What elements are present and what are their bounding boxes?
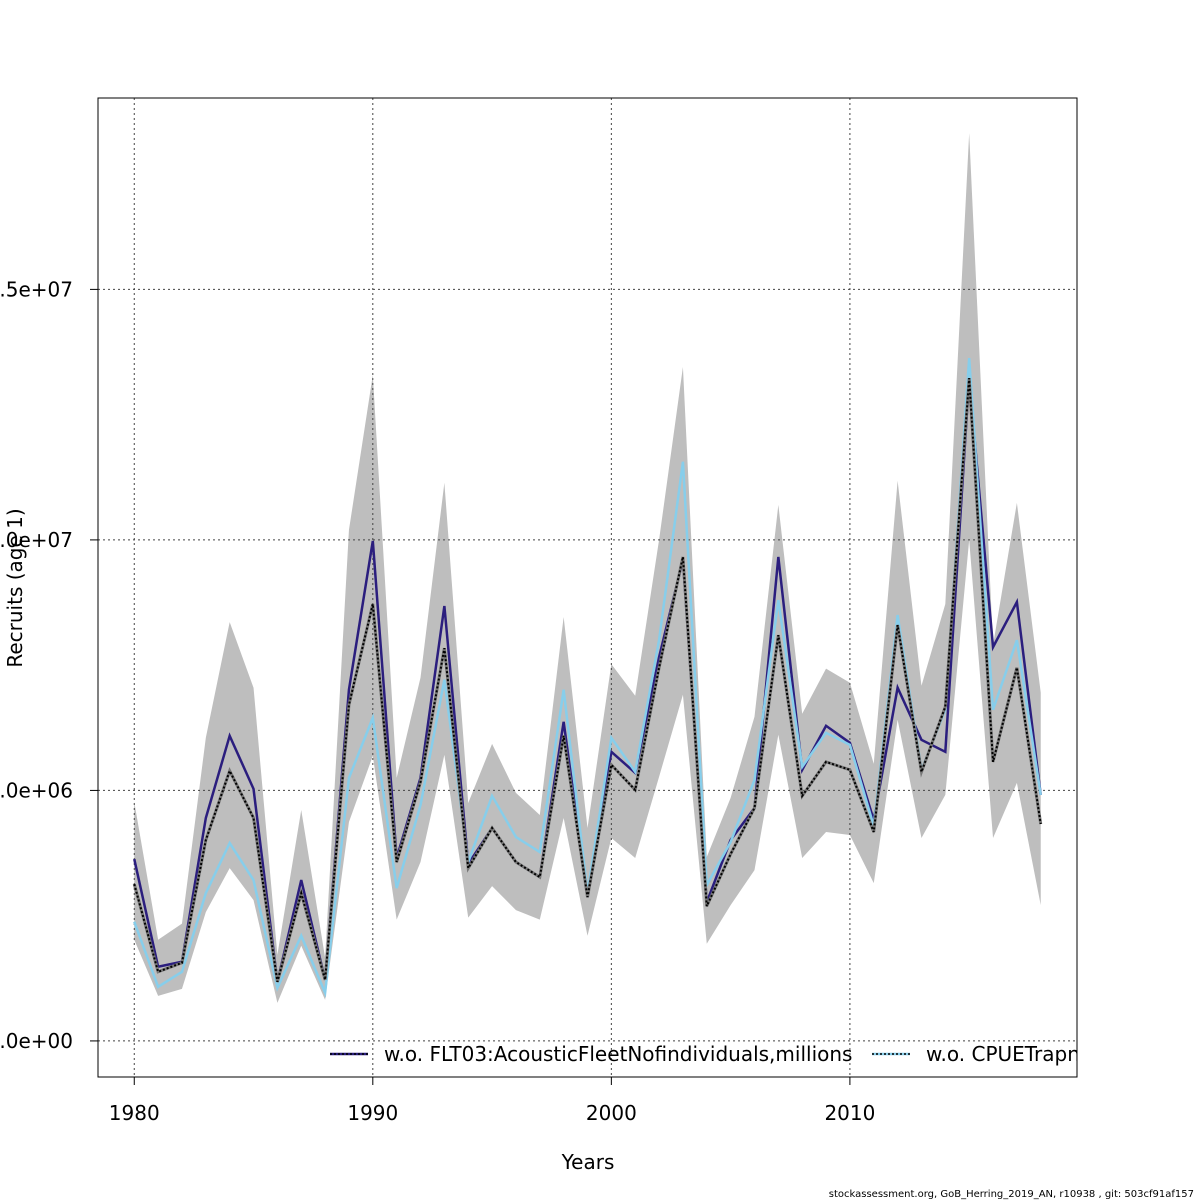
y-tick-label: 1.5e+07	[0, 277, 73, 301]
x-axis-label: Years	[561, 1150, 615, 1174]
legend-label: w.o. FLT03:AcousticFleetNofindividuals,m…	[384, 1042, 852, 1066]
footer: stockassessment.org, GoB_Herring_2019_AN…	[829, 1189, 1194, 1200]
baseline-line-dots	[133, 377, 1042, 983]
confidence-band	[134, 133, 1041, 1003]
x-tick-label: 2000	[586, 1101, 637, 1125]
x-tick-label: 1980	[109, 1101, 160, 1125]
y-axis-label: Recruits (age 1)	[3, 508, 27, 667]
x-tick-label: 2010	[824, 1101, 875, 1125]
y-tick-label: 0.0e+00	[0, 1029, 73, 1053]
plot-frame	[97, 97, 1078, 1078]
y-tick-label: 5.0e+06	[0, 778, 73, 802]
x-tick-label: 1990	[347, 1101, 398, 1125]
legend-label: w.o. CPUETrapn	[926, 1042, 1080, 1066]
plot-area: w.o. FLT03:AcousticFleetNofindividuals,m…	[98, 98, 1080, 1077]
y-tick-label: 1.0e+07	[0, 528, 73, 552]
